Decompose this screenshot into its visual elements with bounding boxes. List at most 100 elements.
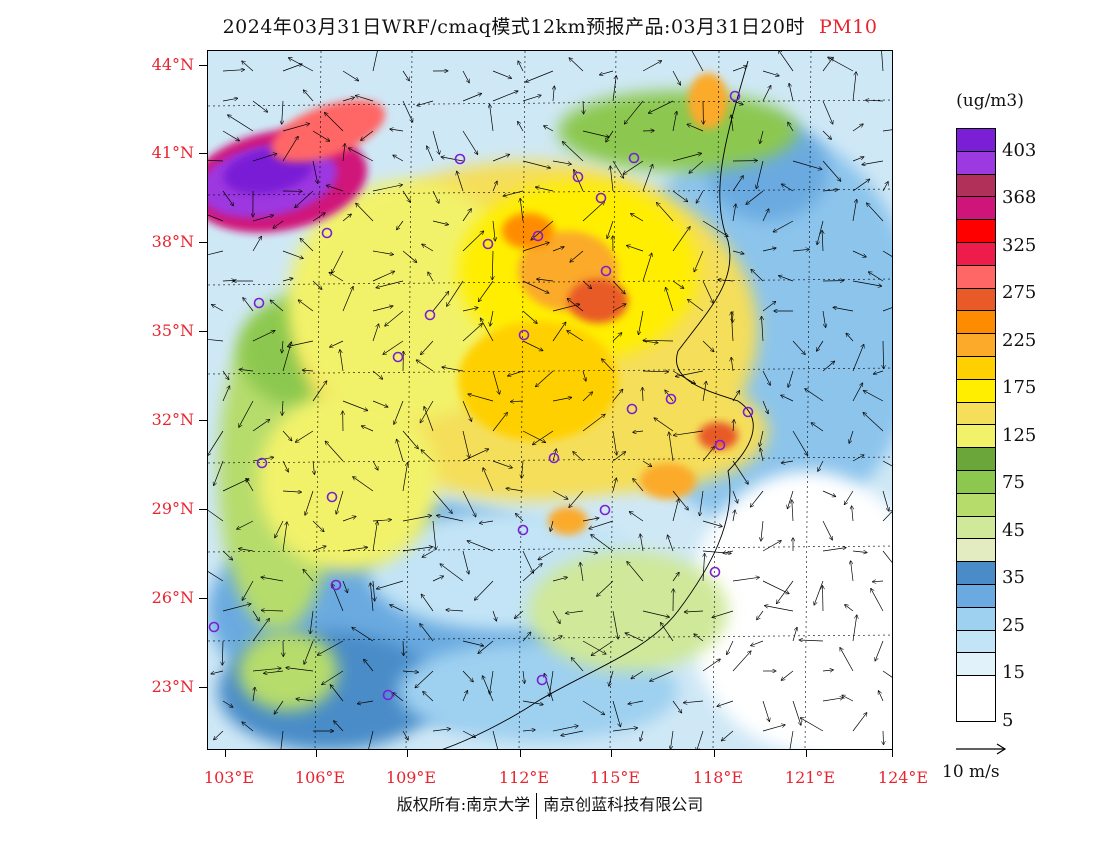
wind-vector xyxy=(612,478,616,492)
wind-vector xyxy=(852,615,857,642)
wind-vector xyxy=(393,693,404,702)
wind-vector xyxy=(552,636,562,642)
concentration-patch xyxy=(528,551,728,671)
wind-vector xyxy=(727,640,734,654)
wind-vector xyxy=(402,250,417,262)
lon-tick xyxy=(520,750,521,757)
wind-vectors xyxy=(208,51,892,749)
wind-vector xyxy=(361,130,374,140)
wind-vector xyxy=(208,571,224,582)
wind-vector xyxy=(273,220,284,228)
wind-vector xyxy=(518,122,524,132)
wind-vector xyxy=(822,548,846,552)
wind-vector xyxy=(732,66,747,72)
colorbar-segment xyxy=(957,288,995,312)
wind-vector xyxy=(607,220,614,238)
wind-vector xyxy=(467,541,494,552)
wind-vector xyxy=(522,310,537,323)
wind-vector xyxy=(717,700,734,706)
lon-label: 103°E xyxy=(203,768,255,787)
wind-vector xyxy=(490,670,494,694)
legend-label: 275 xyxy=(1002,282,1037,304)
wind-vector xyxy=(792,500,793,522)
wind-vector xyxy=(372,185,402,192)
wind-vector xyxy=(397,440,404,462)
wind-vector xyxy=(762,317,764,342)
wind-vector xyxy=(261,577,284,582)
wind-vector xyxy=(883,340,884,368)
wind-vector xyxy=(761,520,763,541)
wind-vector xyxy=(397,220,404,230)
legend-label: 225 xyxy=(1002,329,1037,351)
wind-vector xyxy=(694,634,704,642)
wind-vector xyxy=(462,209,471,222)
lon-label: 115°E xyxy=(589,768,641,787)
wind-vector xyxy=(457,171,464,192)
colorbar-segment xyxy=(957,379,995,403)
colorbar-segment xyxy=(957,516,995,540)
wind-vector xyxy=(631,670,644,679)
wind-vector xyxy=(468,394,494,402)
lat-label: 23°N xyxy=(151,677,194,696)
wind-vector xyxy=(851,561,854,582)
wind-vector xyxy=(582,202,604,222)
lat-tick xyxy=(199,153,207,154)
wind-vector xyxy=(672,280,684,288)
wind-vector xyxy=(630,512,644,522)
wind-vector xyxy=(462,94,481,102)
wind-vector xyxy=(522,243,549,252)
wind-vector xyxy=(462,308,478,312)
wind-vector xyxy=(211,670,224,674)
wind-vector xyxy=(852,383,863,402)
wind-vector xyxy=(377,580,404,589)
wind-vector xyxy=(330,340,344,347)
wind-vector xyxy=(852,713,867,732)
wind-vector xyxy=(481,318,494,342)
city-marker xyxy=(253,297,265,309)
wind-vector xyxy=(762,86,771,102)
wind-vector xyxy=(882,182,888,192)
wind-vector xyxy=(402,516,431,522)
wind-vector xyxy=(642,253,652,282)
wind-vector xyxy=(296,430,314,442)
concentration-patch xyxy=(640,463,696,499)
city-markers xyxy=(208,90,754,701)
colorbar-segment xyxy=(957,562,995,585)
wind-vector xyxy=(274,700,284,714)
copyright-right: 南京创蓝科技有限公司 xyxy=(543,795,704,814)
title-main: 2024年03月31日WRF/cmaq模式12km预报产品:03月31日20时 xyxy=(222,16,805,38)
wind-vector xyxy=(522,564,542,582)
wind-vector xyxy=(427,146,434,162)
wind-scale-label: 10 m/s xyxy=(942,762,1000,782)
wind-vector xyxy=(420,400,434,423)
wind-vector xyxy=(882,129,892,132)
wind-vector xyxy=(242,61,254,72)
wind-vector xyxy=(304,90,314,102)
wind-vector xyxy=(342,516,356,522)
lat-tick xyxy=(199,687,207,688)
wind-vector xyxy=(697,730,704,749)
copyright-left: 版权所有:南京大学 xyxy=(396,795,531,814)
wind-vector xyxy=(842,695,854,702)
wind-vector xyxy=(685,611,704,612)
wind-vector xyxy=(792,160,822,169)
wind-vector xyxy=(672,370,695,384)
wind-vector xyxy=(282,124,309,132)
wind-vector xyxy=(712,610,734,617)
wind-vector xyxy=(252,420,270,432)
wind-vector xyxy=(879,691,884,702)
colorbar-segment xyxy=(957,311,995,335)
wind-vector xyxy=(852,124,863,132)
wind-vector xyxy=(751,270,764,282)
wind-vector xyxy=(403,640,404,655)
wind-vector xyxy=(552,247,564,252)
wind-vector xyxy=(792,340,805,354)
concentration-patch xyxy=(458,321,618,441)
wind-vector xyxy=(672,499,679,522)
concentration-patch xyxy=(698,422,738,450)
concentration-patch xyxy=(270,99,386,163)
wind-vector xyxy=(760,430,764,446)
wind-vector xyxy=(490,105,494,132)
wind-vector xyxy=(356,96,374,102)
wind-vector xyxy=(252,154,277,162)
